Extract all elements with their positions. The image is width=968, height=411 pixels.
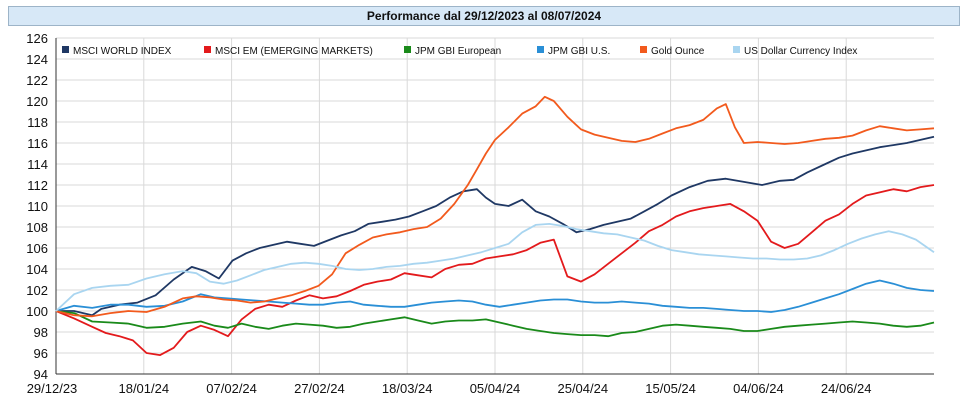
legend-label: MSCI WORLD INDEX — [73, 46, 172, 57]
legend-label: JPM GBI U.S. — [548, 46, 610, 57]
legend-label: US Dollar Currency Index — [744, 46, 857, 57]
x-tick-label: 15/05/24 — [645, 381, 696, 396]
legend-item: JPM GBI U.S. — [537, 46, 610, 57]
x-tick-label: 07/02/24 — [206, 381, 257, 396]
legend-item: MSCI WORLD INDEX — [62, 46, 172, 57]
legend-swatch — [204, 46, 211, 53]
x-tick-label: 25/04/24 — [557, 381, 608, 396]
legend-label: JPM GBI European — [415, 46, 501, 57]
y-tick-label: 100 — [26, 304, 48, 319]
legend-item: JPM GBI European — [404, 46, 501, 57]
y-tick-label: 126 — [26, 31, 48, 46]
x-tick-label: 27/02/24 — [294, 381, 345, 396]
series-line-5 — [55, 223, 935, 312]
y-tick-label: 122 — [26, 73, 48, 88]
y-tick-label: 120 — [26, 94, 48, 109]
y-tick-label: 108 — [26, 220, 48, 235]
x-tick-label: 05/04/24 — [470, 381, 521, 396]
y-tick-label: 104 — [26, 262, 48, 277]
y-tick-label: 116 — [27, 136, 48, 151]
y-tick-label: 124 — [26, 52, 48, 67]
series-line-3 — [55, 279, 935, 313]
legend-item: MSCI EM (EMERGING MARKETS) — [204, 46, 373, 57]
y-tick-label: 112 — [27, 178, 48, 193]
legend-swatch — [640, 46, 647, 53]
y-tick-label: 98 — [34, 325, 48, 340]
chart-legend: MSCI WORLD INDEX MSCI EM (EMERGING MARKET… — [62, 46, 857, 57]
x-tick-label: 29/12/23 — [27, 381, 78, 396]
legend-swatch — [733, 46, 740, 53]
x-tick-label: 18/03/24 — [382, 381, 433, 396]
chart-title: Performance dal 29/12/2023 al 08/07/2024 — [8, 6, 960, 26]
legend-item: US Dollar Currency Index — [733, 46, 857, 57]
legend-label: Gold Ounce — [651, 46, 705, 57]
series-lines — [55, 95, 935, 356]
x-tick-label: 04/06/24 — [733, 381, 784, 396]
y-axis-ticks: 94 96 98 100 102 104 106 108 110 112 114 116 118 120 1… — [26, 31, 48, 382]
series-line-2 — [55, 310, 935, 338]
y-tick-label: 96 — [34, 346, 48, 361]
y-tick-label: 114 — [27, 157, 48, 172]
series-line-4 — [55, 95, 935, 318]
legend-swatch — [537, 46, 544, 53]
y-tick-label: 106 — [26, 241, 48, 256]
x-axis-ticks: 29/12/23 18/01/24 07/02/24 27/02/24 18/03/24… — [27, 381, 872, 396]
y-tick-label: 102 — [26, 283, 48, 298]
y-tick-label: 110 — [27, 199, 48, 214]
x-tick-label: 24/06/24 — [821, 381, 872, 396]
y-tick-label: 94 — [34, 367, 48, 382]
legend-swatch — [404, 46, 411, 53]
x-tick-label: 18/01/24 — [118, 381, 169, 396]
series-line-0 — [56, 135, 935, 317]
legend-swatch — [62, 46, 69, 53]
legend-item: Gold Ounce — [640, 46, 705, 57]
series-line-1 — [55, 184, 935, 356]
chart-axes — [55, 38, 934, 375]
y-tick-label: 118 — [27, 115, 48, 130]
legend-label: MSCI EM (EMERGING MARKETS) — [215, 46, 373, 57]
